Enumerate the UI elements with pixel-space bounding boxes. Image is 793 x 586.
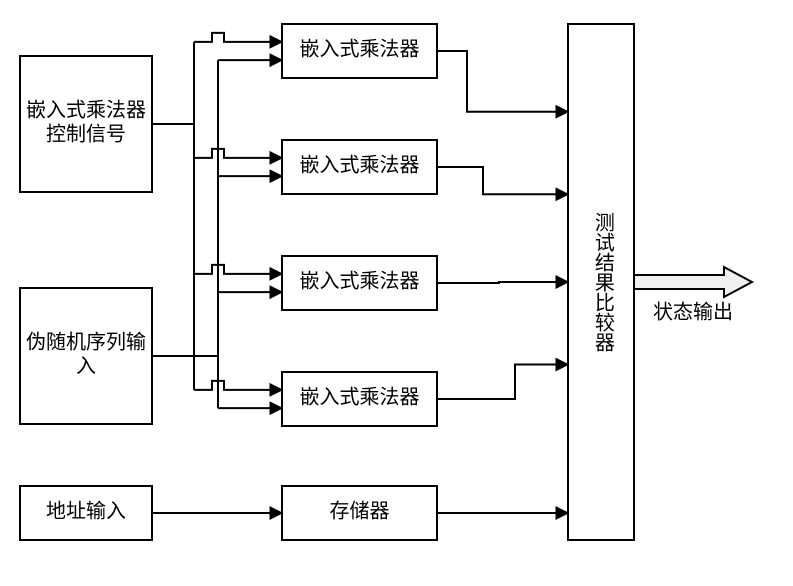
edge-mul1-cmp: [437, 51, 568, 112]
node-label-addr: 地址输入: [46, 500, 126, 523]
block-arrow-output: [634, 267, 752, 297]
node-mul4: 嵌入式乘法器: [282, 372, 437, 426]
edge-mul4-cmp: [437, 365, 568, 399]
node-addr: 地址输入: [20, 486, 152, 540]
edge-ctrl-mul4: [194, 381, 282, 390]
node-label-mul2: 嵌入式乘法器: [300, 154, 420, 177]
node-mem: 存储器: [282, 486, 437, 540]
node-ctrl: 嵌入式乘法器控制信号: [20, 56, 152, 192]
node-label-cmp: 测试结果比较器: [591, 212, 614, 352]
node-label-ctrllabel_line1: 嵌入式乘法器: [26, 99, 146, 122]
output-label: 状态输出: [653, 301, 733, 324]
node-label-mul1: 嵌入式乘法器: [300, 38, 420, 61]
node-mul2: 嵌入式乘法器: [282, 140, 437, 194]
node-mul3: 嵌入式乘法器: [282, 256, 437, 310]
node-cmp: 测试结果比较器: [568, 24, 634, 540]
node-label-mul4: 嵌入式乘法器: [300, 386, 420, 409]
node-prbs: 伪随机序列输入: [20, 288, 152, 424]
node-mul1: 嵌入式乘法器: [282, 24, 437, 78]
node-label-ctrllabel_line2: 控制信号: [46, 123, 126, 146]
edge-ctrl-mul2: [194, 149, 282, 158]
edge-ctrl-mul1: [194, 33, 282, 42]
node-label-mul3: 嵌入式乘法器: [300, 270, 420, 293]
node-label-prbslabel_line2: 入: [76, 356, 96, 378]
edge-ctrl-mul3: [194, 265, 282, 274]
edge-mul3-cmp: [437, 282, 568, 283]
node-label-mem: 存储器: [330, 500, 390, 523]
edge-mul2-cmp: [437, 167, 568, 194]
node-label-prbslabel_line1: 伪随机序列输: [26, 331, 146, 354]
